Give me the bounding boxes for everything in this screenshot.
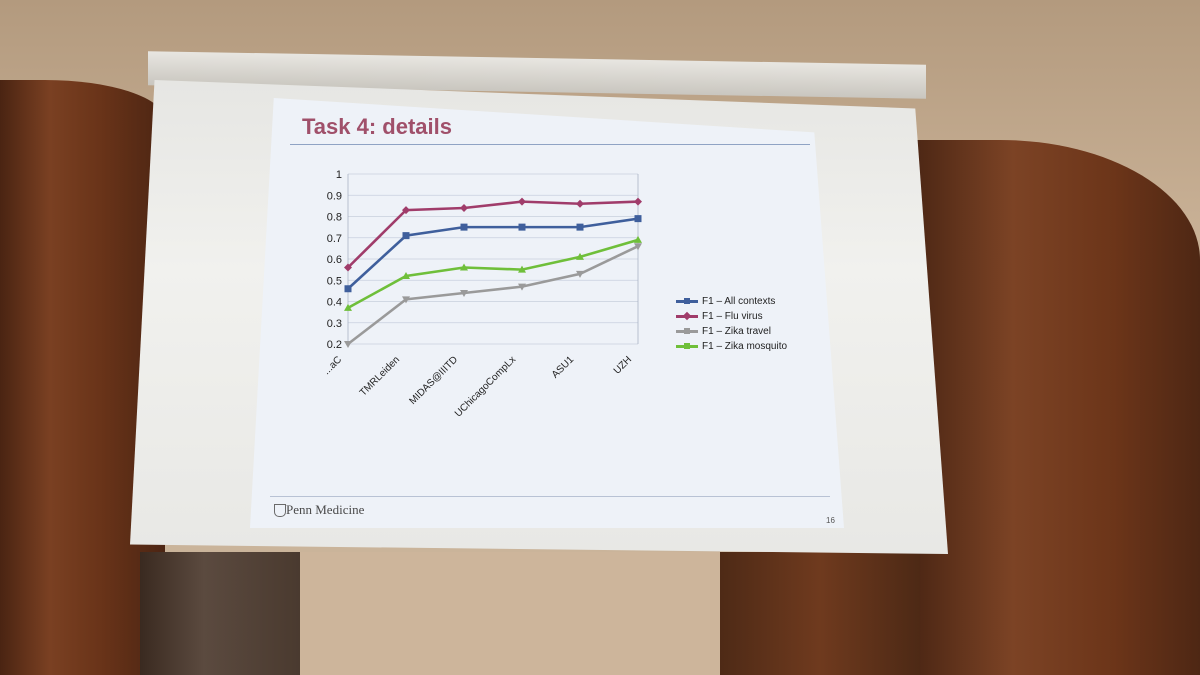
wooden-panel-left (0, 80, 165, 675)
data-point (402, 206, 410, 215)
legend-item: F1 – All contexts (676, 294, 787, 309)
page-number: 16 (826, 516, 835, 525)
legend-swatch (676, 311, 698, 321)
wall-below-screen (300, 552, 720, 675)
data-point (576, 252, 584, 260)
shield-icon (274, 504, 286, 517)
data-point (402, 272, 410, 279)
line-chart: 1 0.9 0.8 0.7 0.6 0.5 0.4 0.3 0.2 ...aC TMRLeiden… (321, 169, 642, 420)
data-point (634, 235, 642, 243)
data-point (518, 223, 526, 231)
title-divider (290, 144, 810, 145)
y-tick-label: 0.2 (327, 339, 342, 351)
data-point (460, 223, 468, 231)
chart-grid (347, 173, 639, 345)
data-point (518, 283, 526, 291)
legend-label: F1 – All contexts (702, 296, 776, 307)
legend-item: F1 – Zika mosquito (676, 339, 787, 354)
y-tick-label: 0.8 (327, 212, 342, 224)
y-axis-ticks: 1 0.9 0.8 0.7 0.6 0.5 0.4 0.3 0.2 (327, 169, 342, 351)
data-point (460, 290, 468, 297)
slide-title: Task 4: details (302, 114, 452, 139)
legend-swatch (676, 298, 698, 304)
chart-legend: F1 – All contexts F1 – Flu virus F1 – Zi… (676, 294, 787, 354)
legend-item: F1 – Flu virus (676, 309, 787, 324)
data-point (344, 285, 352, 293)
y-tick-label: 0.4 (327, 297, 342, 309)
x-tick-label: ASU1 (550, 354, 577, 381)
data-point (518, 265, 526, 273)
footer-divider (270, 496, 830, 497)
data-point (634, 243, 642, 251)
data-point (634, 215, 642, 223)
wooden-panel-right (912, 140, 1200, 675)
data-point (460, 263, 468, 271)
x-tick-label: UChicagoCompLx (453, 354, 518, 419)
data-point (518, 197, 526, 206)
x-tick-label: ...aC (321, 354, 344, 377)
lower-panel-right (720, 552, 920, 675)
data-point (402, 296, 410, 304)
footer-brand: Penn Medicine (286, 502, 365, 517)
y-tick-label: 0.3 (327, 318, 342, 330)
y-tick-label: 0.6 (327, 254, 342, 266)
legend-label: F1 – Flu virus (702, 311, 763, 322)
y-tick-label: 1 (336, 169, 342, 181)
data-point (402, 232, 410, 240)
y-tick-label: 0.7 (327, 233, 342, 245)
presentation-slide: Task 4: details 1 0.9 0.8 0.7 0.6 0.5 0.4 0.3 0.… (250, 98, 844, 528)
x-tick-label: MIDAS@IIITD (407, 354, 460, 407)
data-point (576, 223, 584, 231)
chart-series (344, 197, 642, 348)
series-line (347, 245, 639, 346)
legend-swatch (676, 343, 698, 349)
data-point (460, 204, 468, 212)
series-line (347, 238, 639, 310)
legend-swatch (676, 328, 698, 334)
x-tick-label: TMRLeiden (358, 354, 402, 398)
y-tick-label: 0.5 (327, 275, 342, 287)
y-tick-label: 0.9 (327, 190, 342, 202)
data-point (344, 303, 352, 311)
legend-label: F1 – Zika travel (702, 326, 771, 337)
data-point (344, 263, 352, 272)
data-point (576, 270, 584, 278)
lower-panel-left (140, 552, 300, 675)
legend-item: F1 – Zika travel (676, 324, 787, 339)
series-line (347, 200, 639, 269)
data-point (344, 341, 352, 348)
data-point (576, 199, 584, 208)
legend-label: F1 – Zika mosquito (702, 341, 788, 352)
data-point (634, 197, 642, 206)
x-tick-label: UZH (612, 354, 634, 376)
series-line (347, 217, 639, 290)
